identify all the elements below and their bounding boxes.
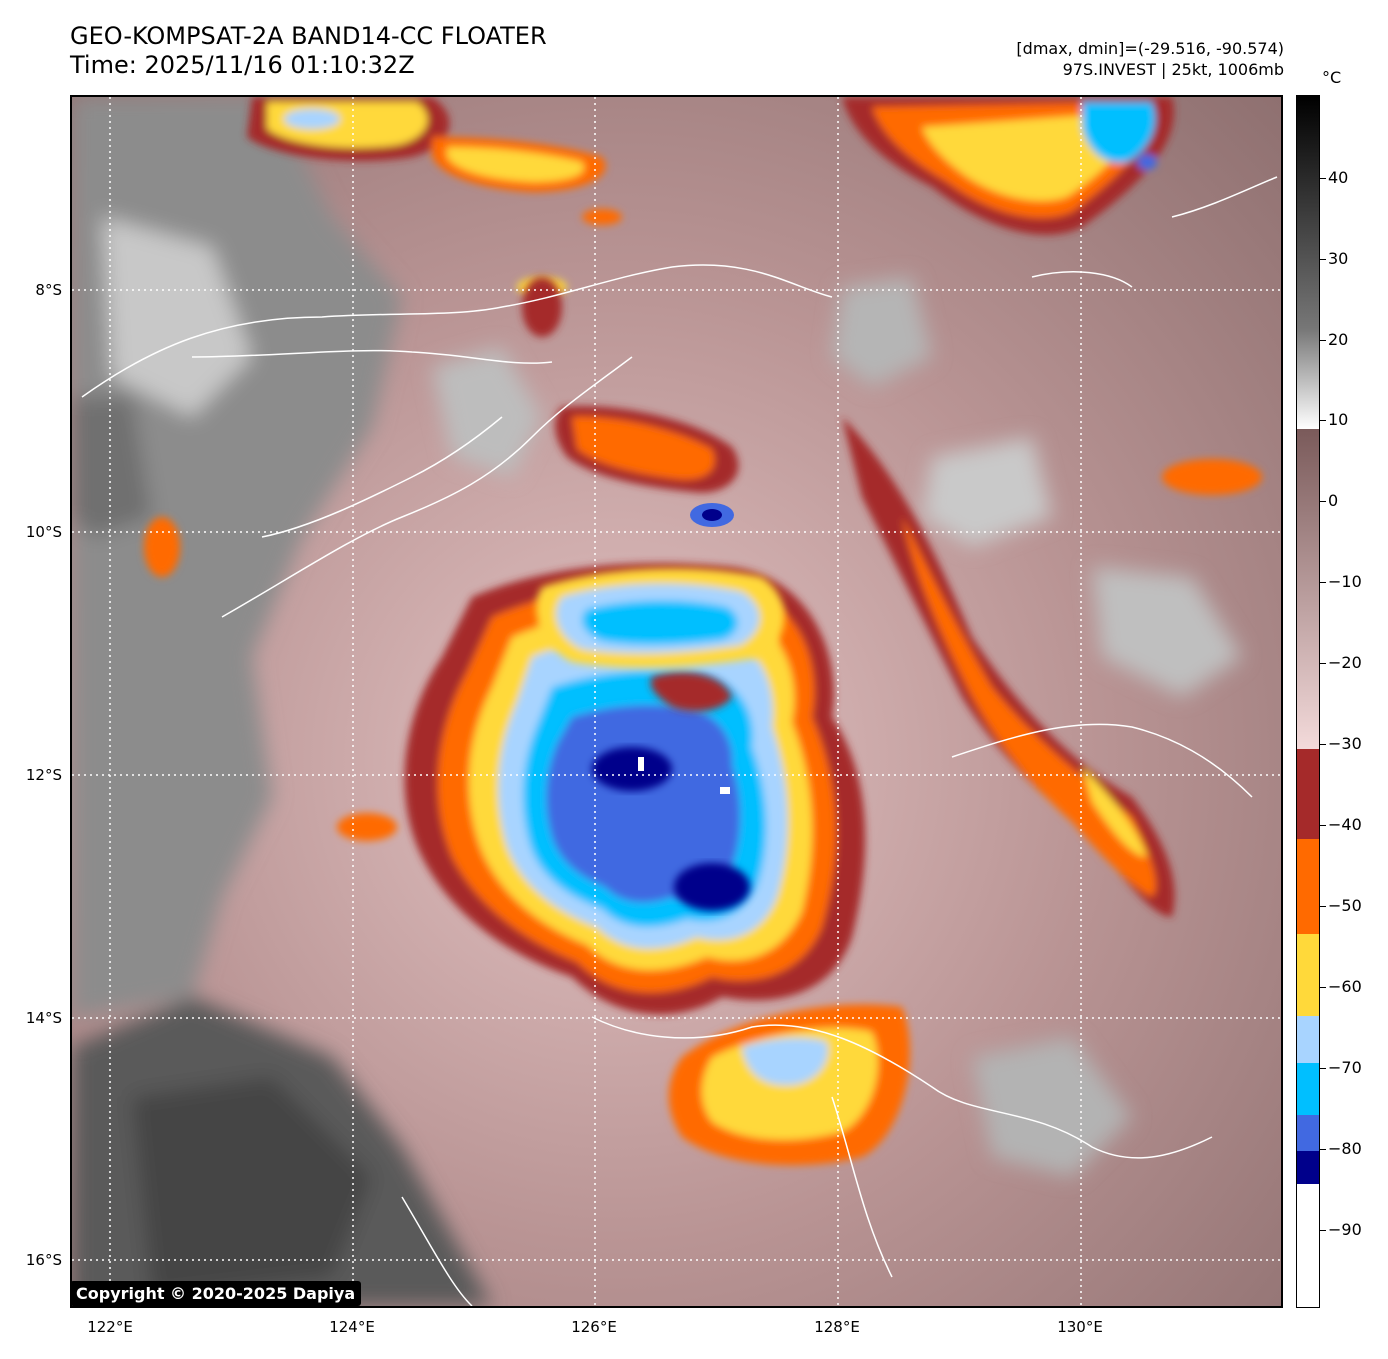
colorbar-label: −10 bbox=[1328, 572, 1362, 591]
colorbar-label: 20 bbox=[1328, 330, 1349, 349]
storm-info: [dmax, dmin]=(-29.516, -90.574) 97S.INVE… bbox=[1016, 38, 1284, 80]
lat-label-12s: 12°S bbox=[25, 766, 62, 784]
colorbar-tick bbox=[1320, 259, 1326, 260]
colorbar-scale bbox=[1297, 96, 1319, 1307]
lat-label-14s: 14°S bbox=[25, 1009, 62, 1027]
lon-label-128e: 128°E bbox=[814, 1318, 860, 1336]
convection-cluster-south bbox=[668, 1004, 910, 1166]
satellite-image bbox=[72, 97, 1281, 1306]
colorbar-tick bbox=[1320, 1149, 1326, 1150]
colorbar-label: −80 bbox=[1328, 1139, 1362, 1158]
colorbar-tick bbox=[1320, 340, 1326, 341]
info-line-2: 97S.INVEST | 25kt, 1006mb bbox=[1062, 60, 1284, 79]
colorbar-tick bbox=[1320, 1230, 1326, 1231]
convection-north bbox=[247, 97, 1174, 297]
colorbar-label: 40 bbox=[1328, 168, 1349, 187]
colorbar-label: 0 bbox=[1328, 491, 1339, 510]
colorbar-tick bbox=[1320, 906, 1326, 907]
colorbar-label: 10 bbox=[1328, 410, 1349, 429]
colorbar-tick bbox=[1320, 1068, 1326, 1069]
colorbar-label: −60 bbox=[1328, 977, 1362, 996]
lat-label-8s: 8°S bbox=[35, 281, 62, 299]
colorbar-tick bbox=[1320, 744, 1326, 745]
colorbar-tick bbox=[1320, 420, 1326, 421]
satellite-map[interactable] bbox=[70, 95, 1283, 1308]
info-line-1: [dmax, dmin]=(-29.516, -90.574) bbox=[1016, 39, 1284, 58]
lat-label-16s: 16°S bbox=[25, 1251, 62, 1269]
colorbar-tick bbox=[1320, 582, 1326, 583]
colorbar-tick bbox=[1320, 501, 1326, 502]
lon-label-122e: 122°E bbox=[87, 1318, 133, 1336]
title-line-1: GEO-KOMPSAT-2A BAND14-CC FLOATER bbox=[70, 22, 547, 50]
colorbar-label: −90 bbox=[1328, 1220, 1362, 1239]
cold-core bbox=[592, 503, 750, 911]
colorbar-label: −50 bbox=[1328, 896, 1362, 915]
lon-label-124e: 124°E bbox=[329, 1318, 375, 1336]
convection-band-east bbox=[144, 277, 1262, 917]
colorbar bbox=[1296, 95, 1320, 1308]
colorbar-label: −70 bbox=[1328, 1058, 1362, 1077]
lat-label-10s: 10°S bbox=[25, 523, 62, 541]
convection-band-north bbox=[536, 568, 785, 712]
colorbar-label: −20 bbox=[1328, 653, 1362, 672]
lon-label-126e: 126°E bbox=[571, 1318, 617, 1336]
colorbar-tick bbox=[1320, 987, 1326, 988]
colorbar-label: 30 bbox=[1328, 249, 1349, 268]
colorbar-unit: °C bbox=[1322, 68, 1342, 87]
colorbar-label: −30 bbox=[1328, 734, 1362, 753]
lon-label-130e: 130°E bbox=[1057, 1318, 1103, 1336]
colorbar-label: −40 bbox=[1328, 815, 1362, 834]
figure-title: GEO-KOMPSAT-2A BAND14-CC FLOATER Time: 2… bbox=[70, 22, 547, 80]
colorbar-tick bbox=[1320, 663, 1326, 664]
copyright-label: Copyright © 2020-2025 Dapiya bbox=[70, 1281, 362, 1306]
title-line-2: Time: 2025/11/16 01:10:32Z bbox=[70, 51, 415, 79]
colorbar-tick bbox=[1320, 178, 1326, 179]
colorbar-tick bbox=[1320, 825, 1326, 826]
grayscale-regions bbox=[72, 97, 1242, 1306]
